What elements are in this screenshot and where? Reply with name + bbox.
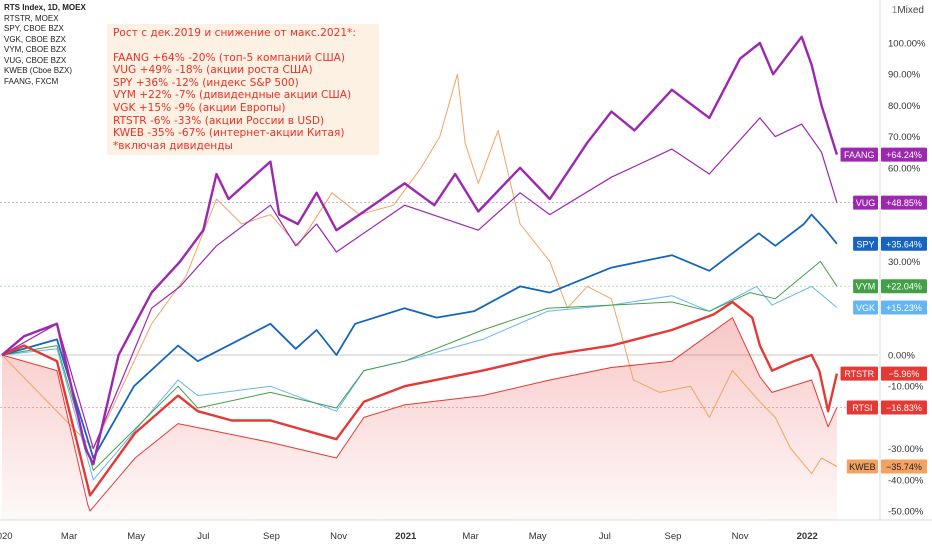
- series-line-vym: [1, 260, 838, 471]
- annotation-line: VGK +15% -9% (акции Европы): [113, 101, 286, 114]
- series-name-text: RTSTR: [844, 369, 874, 379]
- series-line-vug: [1, 117, 838, 450]
- series-badge-spy: SPY +35.64%: [853, 236, 927, 251]
- x-tick-label: May: [127, 531, 145, 542]
- series-name-text: VYM: [856, 282, 876, 292]
- series-value-text: +15.23%: [886, 303, 922, 313]
- y-tick-label: -30.00%: [888, 444, 924, 455]
- x-tick-label: Nov: [732, 531, 749, 542]
- rtsi-area: [2, 317, 837, 520]
- series-name-text: SPY: [857, 239, 875, 249]
- series-line-spy: [1, 213, 838, 459]
- legend-line[interactable]: RTS Index, 1D, MOEX: [4, 3, 86, 12]
- legend-line[interactable]: VGK, CBOE BZX: [4, 34, 66, 44]
- legend-line[interactable]: SPY, CBOE BZX: [4, 24, 64, 33]
- series-name-text: FAANG: [844, 150, 875, 160]
- x-tick-label: May: [529, 531, 547, 542]
- x-tick-label: Sep: [263, 531, 280, 542]
- annotation-line: VYM +22% -7% (дивидендные акции США): [113, 89, 352, 102]
- annotation-line: VUG +49% -18% (акции роста США): [113, 64, 313, 77]
- y-tick-label: 30.00%: [888, 257, 921, 268]
- series-value-tag: [881, 279, 927, 294]
- series-value-text: +64.24%: [886, 150, 922, 160]
- y-tick-label: 80.00%: [888, 101, 921, 112]
- scale-mode-label[interactable]: 1Mixed: [891, 5, 924, 16]
- series-value-tag: [881, 400, 927, 415]
- series-value-tag: [881, 195, 927, 210]
- x-tick-label: Mar: [61, 531, 77, 542]
- series-name-text: KWEB: [849, 462, 876, 472]
- series-name-tag: [840, 147, 878, 162]
- series-name-text: RTSI: [852, 403, 872, 413]
- y-tick-label: 60.00%: [888, 163, 921, 174]
- annotation-line: *включая дивиденды: [113, 139, 233, 152]
- series-value-text: −5.96%: [889, 369, 920, 379]
- series-name-tag: [853, 195, 878, 210]
- y-tick-label: -10.00%: [888, 382, 924, 393]
- series-name-tag: [840, 366, 878, 381]
- series-legend: RTS Index, 1D, MOEX RTSTR, MOEX SPY, CBOE …: [4, 3, 86, 87]
- y-tick-label: -50.00%: [888, 507, 924, 518]
- y-tick-label: 100.00%: [888, 39, 926, 50]
- series-value-text: +22.04%: [886, 282, 922, 292]
- scale-mode-text: Mixed: [897, 5, 924, 16]
- legend-line[interactable]: RTSTR, MOEX: [4, 13, 59, 23]
- series-badge-vug: VUG +48.85%: [853, 195, 927, 210]
- series-value-text: −16.83%: [886, 403, 922, 413]
- series-value-tag: [881, 300, 927, 315]
- series-badge-rtsi: RTSI −16.83%: [846, 400, 927, 415]
- series-name-tag: [853, 279, 878, 294]
- x-tick-label: Nov: [330, 531, 347, 542]
- series-badge-rtstr: RTSTR −5.96%: [840, 366, 927, 381]
- x-tick-label: Jul: [197, 531, 209, 542]
- x-tick-label: 2021: [395, 531, 417, 542]
- series-badge-faang: FAANG +64.24%: [840, 147, 927, 162]
- annotation-title: Рост с дек.2019 и снижение от макс.2021*…: [113, 27, 356, 39]
- series-line-faang: [1, 35, 839, 466]
- series-badge-kweb: KWEB −35.74%: [846, 459, 927, 474]
- series-line-kweb: [1, 73, 838, 475]
- x-tick-label: 2022: [797, 531, 818, 542]
- series-name-tag: [853, 236, 878, 251]
- x-tick-label: Sep: [665, 531, 682, 542]
- legend-line[interactable]: VYM, CBOE BZX: [4, 45, 67, 54]
- series-line-rtsi: [1, 317, 838, 512]
- legend-line[interactable]: KWEB (Cboe BZX): [4, 66, 73, 75]
- series-value-tag: [881, 236, 927, 251]
- series-value-text: −35.74%: [886, 462, 922, 472]
- series-name-tag: [853, 300, 878, 315]
- series-badge-vgk: VGK +15.23%: [853, 300, 927, 315]
- series-name-text: VUG: [856, 198, 876, 208]
- x-tick-label: Mar: [462, 531, 478, 542]
- annotation-box: Рост с дек.2019 и снижение от макс.2021*…: [107, 24, 379, 155]
- y-tick-label: 70.00%: [888, 132, 921, 143]
- series-line-rtstr: [1, 300, 839, 497]
- series-value-tag: [881, 366, 927, 381]
- series-value-text: +48.85%: [886, 198, 922, 208]
- annotation-line: SPY +36% -12% (индекс S&P 500): [113, 76, 299, 89]
- x-tick-label: Jul: [599, 531, 611, 542]
- annotation-line: FAANG +64% -20% (топ-5 компаний США): [113, 51, 346, 64]
- series-name-tag: [846, 459, 878, 474]
- annotation-line: RTSTR -6% -33% (акции России в USD): [113, 114, 325, 127]
- legend-line[interactable]: VUG, CBOE BZX: [4, 55, 67, 65]
- series-name-text: VGK: [856, 303, 875, 313]
- series-line-vgk: [1, 285, 838, 481]
- legend-line[interactable]: FAANG, FXCM: [4, 76, 59, 86]
- series-value-text: +35.64%: [886, 239, 922, 249]
- x-tick-label: 2020: [0, 531, 13, 542]
- series-badge-vym: VYM +22.04%: [853, 279, 927, 294]
- y-tick-label: 0.00%: [888, 351, 915, 362]
- y-tick-label: 90.00%: [888, 70, 921, 81]
- series-value-tag: [881, 147, 927, 162]
- y-tick-label: -40.00%: [888, 475, 924, 486]
- series-value-tag: [881, 459, 927, 474]
- series-name-tag: [846, 400, 878, 415]
- annotation-line: KWEB -35% -67% (интернет-акции Китая): [113, 127, 345, 140]
